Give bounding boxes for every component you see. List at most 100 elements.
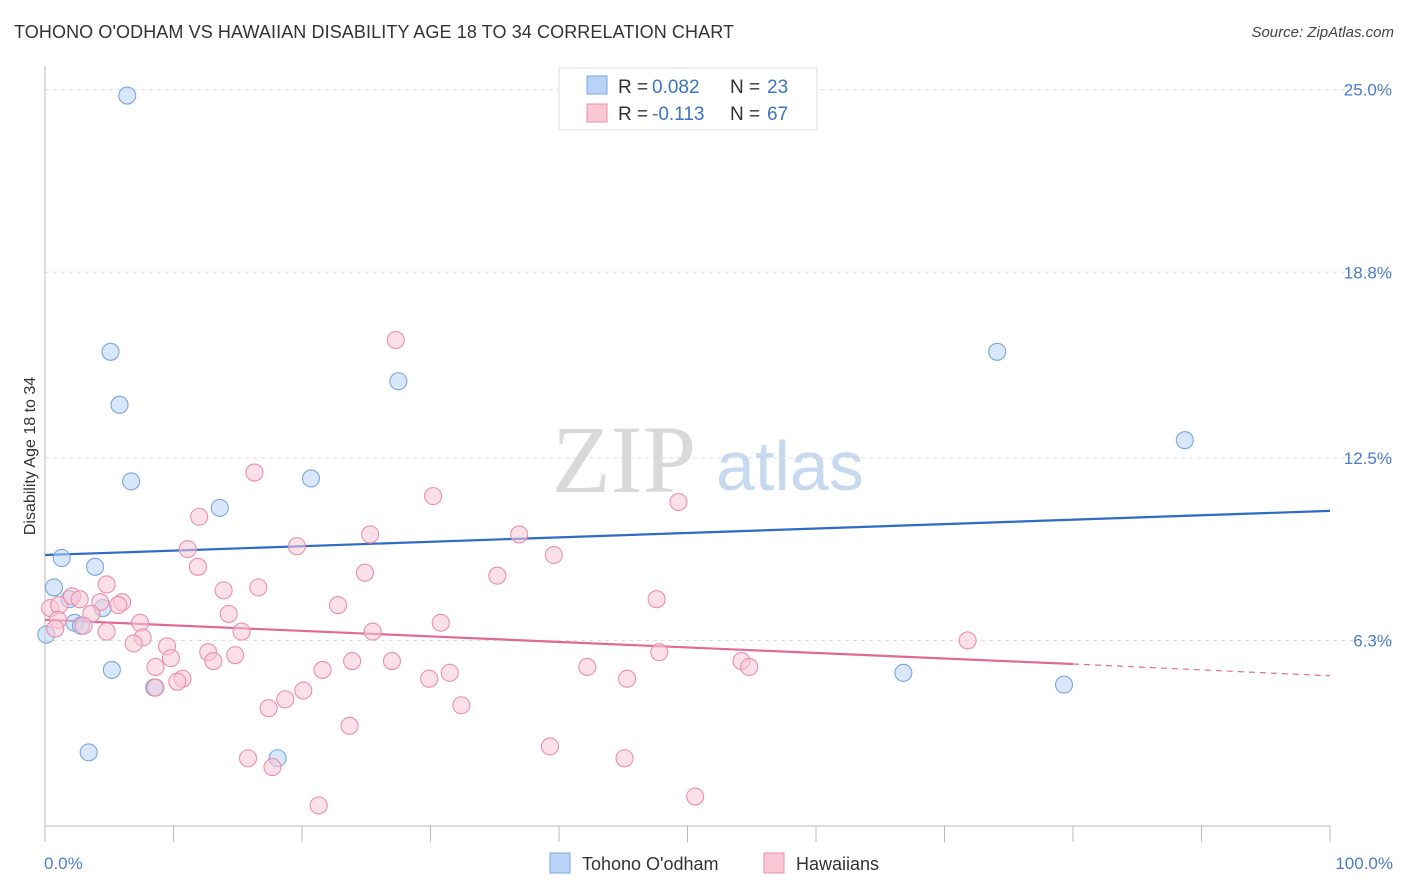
legend-r-value-1: 0.082 [652,77,700,98]
hawaiian-point-3 [669,492,688,512]
hawaiian-point-15 [214,581,233,600]
hawaiian-point-48 [440,663,459,682]
hawaiian-point-7 [178,540,197,559]
hawaiian-point-0 [386,330,405,350]
y-tick-label-1: 12.5% [1344,449,1392,468]
legend-r-label-2: R = [618,104,648,125]
hawaiian-point-41 [343,652,362,671]
legend-r-value-2: -0.113 [652,104,704,125]
bottom-legend-label-2: Hawaiians [796,854,879,874]
hawaiian-point-55 [168,672,187,691]
y-axis-label: Disability Age 18 to 34 [22,377,39,535]
hawaiian-point-67 [686,787,705,806]
chart-title: TOHONO O'ODHAM VS HAWAIIAN DISABILITY AG… [14,22,735,42]
hawaiian-point-11 [355,563,375,582]
hawaiian-point-1 [245,463,264,482]
y-tick-labels: 6.3% 12.5% 18.8% 25.0% [1344,81,1392,651]
hawaiian-point-39 [226,646,245,665]
hawaiian-point-65 [263,758,282,777]
hawaiian-point-40 [161,649,180,668]
hawaiian-point-29 [46,619,65,638]
hawaiian-point-32 [232,622,251,641]
tohono-point-9 [52,548,71,568]
tohono-point-19 [79,743,98,762]
hawaiian-point-31 [97,622,116,641]
hawaiian-point-4 [190,507,209,526]
hawaiian-point-13 [97,575,116,594]
hawaiian-trend-line [44,618,1074,666]
hawaiian-point-45 [958,631,977,650]
hawaiian-point-8 [287,537,306,556]
legend-r-label-1: R = [618,77,648,98]
legend-n-value-2: 67 [767,104,788,125]
y-tick-label-2: 18.8% [1344,263,1392,282]
tohono-point-11 [44,578,64,597]
tohono-point-3 [122,472,141,491]
tohono-point-0 [118,86,137,105]
tohono-point-21 [894,663,913,682]
hawaiian-point-6 [510,525,529,544]
tohono-point-10 [86,557,105,576]
legend-n-label-2: N = [730,104,760,125]
hawaiian-point-47 [313,660,332,679]
tohono-point-4 [210,498,229,517]
y-tick-label-3: 25.0% [1344,81,1392,100]
hawaiian-point-19 [70,590,89,609]
watermark: ZIP atlas [552,406,864,513]
bottom-legend-swatch-blue [549,852,571,874]
hawaiian-point-66 [309,796,328,815]
x-tick-label-0: 0.0% [44,854,83,873]
hawaiian-point-61 [340,716,359,735]
hawaiian-trend-extension [1072,663,1331,677]
data-points [37,86,1194,815]
hawaiian-point-28 [131,613,150,632]
hawaiian-point-44 [650,643,669,662]
source-note: Source: ZipAtlas.com [1251,24,1394,41]
hawaiian-point-2 [424,487,443,506]
bottom-legend: Tohono O'odham Hawaiians [549,852,879,874]
hawaiian-point-33 [363,622,382,641]
hawaiian-point-57 [294,681,313,700]
tohono-point-2 [110,395,129,414]
hawaiian-point-23 [328,596,348,615]
tohono-point-5 [301,469,321,488]
legend: R = 0.082 N = 23 R = -0.113 N = 67 [558,67,818,131]
hawaiian-point-56 [146,678,165,697]
legend-n-label-1: N = [730,77,760,98]
hawaiian-point-42 [382,652,402,671]
tohono-point-6 [389,372,408,391]
tohono-trend-line [44,509,1331,557]
trend-lines [44,509,1331,677]
hawaiian-point-22 [109,596,128,615]
hawaiian-point-12 [488,566,507,585]
hawaiian-point-5 [361,525,380,544]
hawaiian-point-27 [219,604,238,623]
hawaiian-point-58 [276,690,295,709]
tohono-point-1 [101,342,120,361]
tohono-point-8 [1175,431,1194,450]
x-tick-label-1: 100.0% [1335,854,1393,873]
hawaiian-point-64 [615,749,634,768]
hawaiian-point-50 [740,657,759,677]
hawaiian-point-34 [431,613,450,632]
hawaiian-point-10 [188,557,207,576]
legend-n-value-1: 23 [767,77,788,98]
grid-lines [45,89,1392,641]
hawaiian-point-52 [420,669,439,688]
watermark-atlas: atlas [716,427,864,505]
hawaiian-point-30 [74,616,93,635]
bottom-legend-swatch-pink [763,852,785,874]
hawaiian-point-53 [618,669,637,688]
hawaiian-point-24 [647,590,666,609]
legend-swatch-blue [586,75,608,95]
legend-swatch-pink [586,103,608,123]
hawaiian-point-59 [259,699,278,718]
hawaiian-point-14 [249,578,268,597]
bottom-legend-label-1: Tohono O'odham [582,854,719,874]
tohono-point-22 [1054,675,1074,694]
hawaiian-point-36 [124,634,143,653]
x-tick-labels: 0.0% 100.0% [44,854,1393,873]
hawaiian-point-62 [540,737,560,756]
hawaiian-point-46 [146,657,165,677]
